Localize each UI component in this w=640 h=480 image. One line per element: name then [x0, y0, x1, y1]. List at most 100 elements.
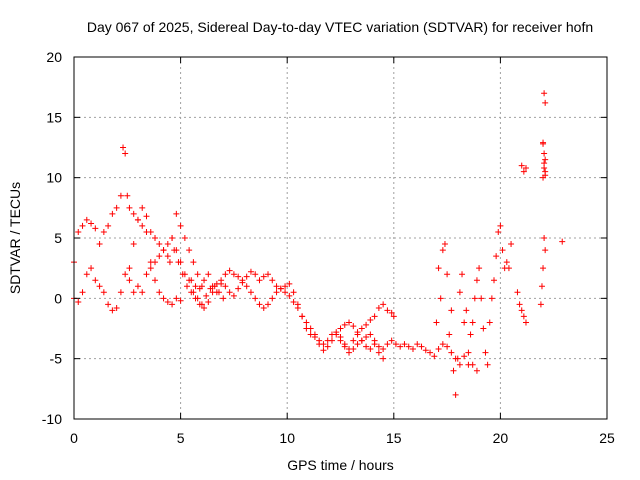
- data-point: [75, 228, 82, 235]
- data-point: [156, 289, 163, 296]
- data-point: [518, 307, 525, 314]
- data-point: [431, 353, 438, 360]
- data-point: [186, 247, 193, 254]
- x-tick-label: 20: [493, 430, 509, 446]
- data-point: [220, 295, 227, 302]
- data-point: [491, 277, 498, 284]
- data-point: [450, 367, 457, 374]
- data-point: [363, 333, 370, 340]
- data-point: [405, 343, 412, 350]
- data-point: [435, 346, 442, 353]
- axis-ticks: 0 5 10 15 20 25 -10 -5 0 5 10 15 20: [42, 49, 615, 446]
- data-point: [541, 235, 548, 241]
- data-point: [156, 253, 163, 260]
- data-point: [514, 289, 521, 296]
- data-point: [92, 225, 99, 232]
- data-point: [177, 297, 184, 304]
- data-point: [290, 289, 297, 296]
- data-point: [388, 309, 395, 316]
- data-point: [484, 361, 491, 368]
- data-point: [542, 247, 549, 254]
- data-point: [113, 204, 120, 211]
- data-point: [100, 289, 107, 296]
- data-point: [401, 341, 408, 348]
- data-point: [461, 353, 468, 360]
- data-point: [469, 319, 476, 326]
- data-point: [363, 343, 370, 350]
- data-point: [303, 319, 310, 326]
- data-point: [465, 349, 472, 356]
- data-point: [448, 307, 455, 314]
- data-point: [113, 304, 120, 311]
- data-point: [439, 341, 446, 348]
- data-point: [444, 343, 451, 350]
- data-point: [541, 150, 548, 157]
- data-point: [209, 283, 216, 290]
- data-point: [473, 277, 480, 284]
- data-point: [499, 247, 506, 254]
- data-point: [516, 301, 523, 308]
- data-point: [192, 283, 199, 290]
- data-point: [380, 355, 387, 362]
- data-point: [392, 341, 399, 348]
- data-point: [505, 265, 512, 272]
- data-point: [435, 265, 442, 272]
- chart-title: Day 067 of 2025, Sidereal Day-to-day VTE…: [87, 19, 593, 35]
- data-point: [290, 298, 297, 305]
- data-point: [173, 295, 180, 302]
- data-point: [282, 283, 289, 290]
- data-point: [143, 271, 150, 278]
- data-point: [260, 304, 267, 311]
- data-point: [130, 241, 137, 248]
- data-point: [542, 172, 549, 179]
- data-point: [388, 337, 395, 344]
- data-point: [201, 304, 208, 311]
- series-track-i: [537, 90, 566, 308]
- data-point: [371, 313, 378, 320]
- series-track-b: [71, 235, 227, 314]
- data-point: [177, 222, 184, 229]
- data-point: [75, 298, 82, 305]
- data-point: [316, 341, 323, 348]
- data-point: [247, 289, 254, 296]
- data-point: [542, 156, 549, 163]
- data-point: [194, 271, 201, 278]
- data-point: [480, 325, 487, 332]
- data-point: [456, 361, 463, 368]
- data-point: [433, 319, 440, 326]
- data-point: [350, 323, 357, 330]
- data-point: [156, 241, 163, 248]
- data-point: [117, 289, 124, 296]
- data-point: [130, 289, 137, 296]
- data-point: [482, 349, 489, 356]
- data-point: [265, 301, 272, 308]
- y-tick-label: 15: [46, 109, 62, 125]
- series-track-f: [337, 331, 480, 374]
- data-point: [173, 210, 180, 217]
- data-point: [218, 280, 225, 287]
- data-point: [269, 295, 276, 302]
- x-axis-label: GPS time / hours: [287, 457, 394, 473]
- data-point: [124, 192, 131, 199]
- x-tick-label: 5: [177, 430, 185, 446]
- data-point: [465, 361, 472, 368]
- data-point: [467, 331, 474, 338]
- y-tick-label: -5: [50, 351, 63, 367]
- data-point: [337, 325, 344, 332]
- data-point: [380, 346, 387, 353]
- data-point: [226, 267, 233, 274]
- series-track-g: [433, 222, 515, 398]
- data-point: [160, 295, 167, 302]
- data-point: [311, 333, 318, 340]
- data-point: [418, 343, 425, 350]
- y-tick-label: 5: [54, 230, 62, 246]
- data-point: [303, 325, 310, 332]
- data-point: [390, 313, 397, 320]
- data-point: [175, 259, 182, 266]
- data-point: [139, 204, 146, 211]
- data-point: [375, 349, 382, 356]
- data-point: [538, 283, 545, 290]
- data-point: [456, 289, 463, 296]
- series-track-c: [126, 204, 184, 308]
